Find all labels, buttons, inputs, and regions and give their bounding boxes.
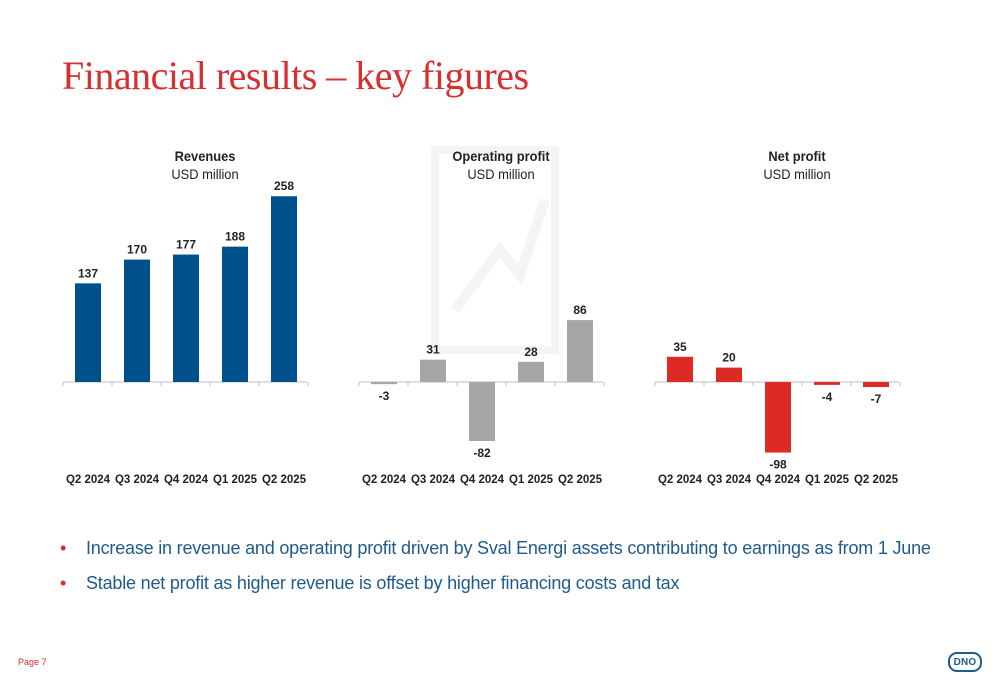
category-label: Q2 2024 [658,474,703,486]
data-label: 137 [78,266,98,280]
category-label: Q3 2024 [707,474,752,486]
category-label: Q2 2025 [262,474,307,486]
chart-plot: -3 Q2 2024 31 Q3 2024 -82 Q4 2024 28 Q1 2025 86 Q… [358,303,605,486]
category-label: Q3 2024 [115,474,160,486]
bullet-item: Stable net profit as higher revenue is o… [60,573,931,594]
data-label: 170 [127,243,147,257]
bar [765,382,791,453]
chart-subtitle: USD million [467,166,535,182]
chart-plot: 137 Q2 2024 170 Q3 2024 177 Q4 2024 188 Q1 2025… [62,179,309,486]
data-label: 35 [673,340,687,354]
data-label: -82 [473,446,491,460]
chart-title: Operating profit [452,148,550,164]
net-profit-chart: Net profit USD million 35 Q2 2024 20 Q3 202… [647,140,947,500]
category-label: Q4 2024 [164,474,209,486]
bar [716,367,742,382]
data-label: -98 [769,458,787,472]
bar [173,254,199,382]
bar [469,382,495,442]
data-label: -3 [379,389,390,403]
bar [667,356,693,382]
bar [271,196,297,382]
category-label: Q1 2025 [509,474,554,486]
bar [371,382,397,385]
category-label: Q2 2024 [362,474,407,486]
category-label: Q2 2024 [66,474,111,486]
chart-plot: 35 Q2 2024 20 Q3 2024 -98 Q4 2024 -4 Q1 2025 -7 Q… [654,340,901,486]
category-label: Q1 2025 [805,474,850,486]
dno-logo: DNO [948,652,982,672]
bar [518,361,544,382]
category-label: Q2 2025 [854,474,899,486]
data-label: 28 [524,345,538,359]
category-label: Q3 2024 [411,474,456,486]
data-label: 86 [573,303,587,317]
category-label: Q1 2025 [213,474,258,486]
bar [124,259,150,382]
bullet-list: Increase in revenue and operating profit… [60,538,931,608]
data-label: -7 [871,392,882,406]
revenues-chart: Revenues USD million 137 Q2 2024 170 Q3 202… [55,140,355,500]
bar [814,382,840,385]
category-label: Q4 2024 [460,474,505,486]
page-number: Page 7 [18,657,47,667]
slide-title: Financial results – key figures [62,53,529,98]
bar [75,283,101,382]
bar [420,359,446,382]
data-label: 177 [176,238,196,252]
chart-title: Revenues [174,148,236,164]
bar [222,246,248,382]
category-label: Q2 2025 [558,474,603,486]
category-label: Q4 2024 [756,474,801,486]
chart-subtitle: USD million [171,166,239,182]
bullet-item: Increase in revenue and operating profit… [60,538,931,559]
data-label: -4 [822,390,833,404]
arrow-watermark-icon [431,146,559,354]
bar [567,320,593,382]
chart-subtitle: USD million [763,166,831,182]
data-label: 20 [722,351,736,365]
bar [863,382,889,388]
chart-title: Net profit [768,148,826,164]
data-label: 258 [274,179,294,193]
data-label: 31 [426,343,440,357]
data-label: 188 [225,230,245,244]
operating-profit-chart: Operating profit USD million -3 Q2 2024 31… [351,140,651,500]
